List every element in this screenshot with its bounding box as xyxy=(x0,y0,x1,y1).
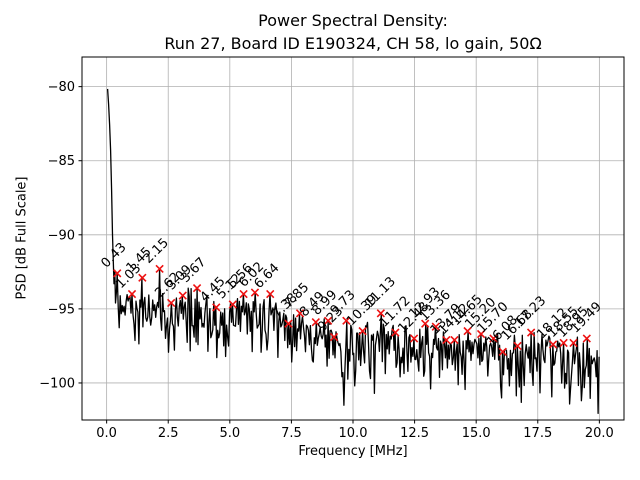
peak-marker-x-icon xyxy=(155,264,164,274)
peak-frequency-label: 3.67 xyxy=(178,255,209,286)
x-axis-label: Frequency [MHz] xyxy=(298,444,408,459)
x-tick-label: 0.0 xyxy=(96,426,117,441)
chart-title: Power Spectral Density: Run 27, Board ID… xyxy=(82,9,624,55)
peak-marker-x-icon xyxy=(569,338,578,348)
peak-marker-x-icon xyxy=(442,335,451,345)
peak-marker-x-icon xyxy=(192,283,202,293)
peak-marker-x-icon xyxy=(329,332,339,342)
x-tick-label: 20.0 xyxy=(585,426,614,441)
peak-marker-x-icon xyxy=(167,298,176,308)
peak-marker-x-icon xyxy=(358,326,367,336)
y-axis-label: PSD [dB Full Scale] xyxy=(14,176,30,300)
y-tick-label: −85 xyxy=(48,154,75,169)
peak-marker-x-icon xyxy=(178,291,187,300)
peak-marker-x-icon xyxy=(409,334,419,343)
peak-marker-x-icon xyxy=(376,309,386,318)
x-tick-label: 5.0 xyxy=(219,426,240,441)
peak-marker-x-icon xyxy=(323,316,333,325)
peak-marker-x-icon xyxy=(513,341,522,351)
x-tick-label: 7.5 xyxy=(281,426,302,441)
x-tick-label: 10.0 xyxy=(339,426,368,441)
peak-marker-x-icon xyxy=(342,316,351,325)
peak-marker-x-icon xyxy=(138,273,147,282)
chart-title-line-2: Run 27, Board ID E190324, CH 58, lo gain… xyxy=(164,34,542,53)
y-tick-label: −80 xyxy=(48,80,75,95)
peak-marker-x-icon xyxy=(127,289,137,299)
peak-frequency-label: 2.15 xyxy=(141,236,172,267)
peak-marker-x-icon xyxy=(463,326,472,336)
psd-curve xyxy=(106,88,600,415)
peak-marker-x-icon xyxy=(212,303,221,312)
peak-marker-x-icon xyxy=(582,334,591,343)
peak-marker-x-icon xyxy=(548,340,558,349)
peak-marker-x-icon xyxy=(311,318,320,327)
peak-marker-x-icon xyxy=(266,289,275,299)
y-tick-label: −100 xyxy=(39,376,75,391)
x-tick-label: 15.0 xyxy=(462,426,491,441)
y-tick-label: −90 xyxy=(48,228,75,243)
peak-marker-x-icon xyxy=(559,338,568,348)
peak-marker-x-icon xyxy=(250,288,260,297)
peak-marker-x-icon xyxy=(391,328,400,337)
x-tick-label: 12.5 xyxy=(400,426,429,441)
peak-marker-x-icon xyxy=(450,335,459,345)
peak-marker-x-icon xyxy=(498,347,507,357)
y-tick-label: −95 xyxy=(48,302,75,317)
peak-marker-x-icon xyxy=(239,289,248,299)
x-tick-label: 2.5 xyxy=(158,426,179,441)
peak-marker-x-icon xyxy=(113,269,122,278)
peak-marker-x-icon xyxy=(431,322,440,331)
peak-marker-x-icon xyxy=(526,328,536,337)
chart-title-line-1: Power Spectral Density: xyxy=(258,11,448,30)
peak-marker-x-icon xyxy=(476,329,486,339)
peak-marker-x-icon xyxy=(489,334,498,343)
peak-marker-x-icon xyxy=(295,309,305,318)
peak-marker-x-icon xyxy=(421,319,430,328)
peak-marker-x-icon xyxy=(228,300,237,309)
x-tick-label: 17.5 xyxy=(523,426,552,441)
peak-marker-x-icon xyxy=(284,319,293,328)
